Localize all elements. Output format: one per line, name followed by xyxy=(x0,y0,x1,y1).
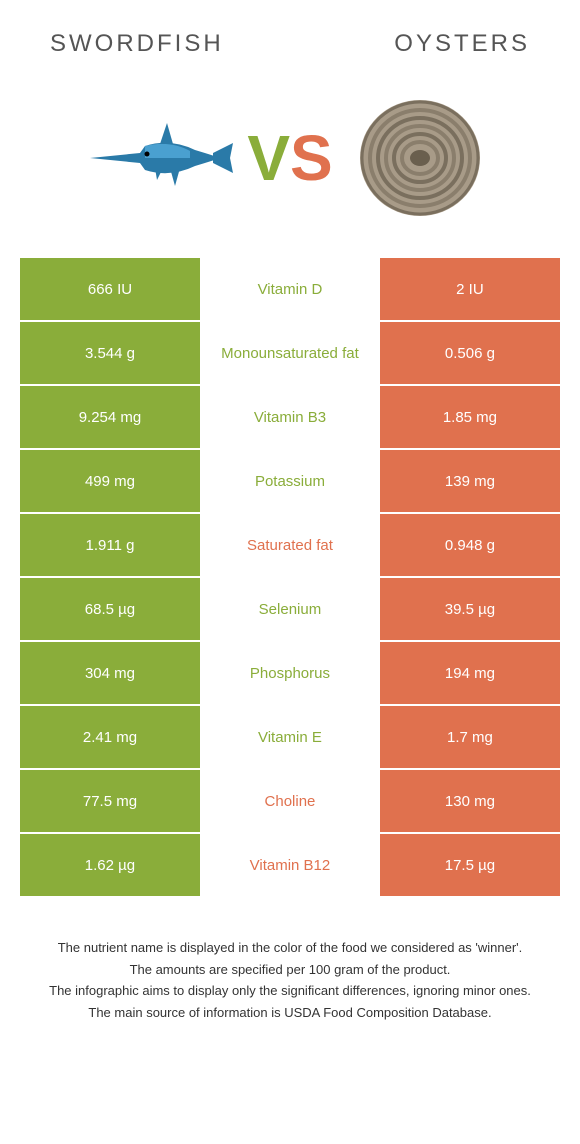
table-row: 499 mgPotassium139 mg xyxy=(20,450,560,512)
nutrient-label: Vitamin B3 xyxy=(200,386,380,448)
left-value: 68.5 µg xyxy=(20,578,200,640)
right-value: 194 mg xyxy=(380,642,560,704)
swordfish-image xyxy=(85,88,235,228)
nutrient-label: Vitamin E xyxy=(200,706,380,768)
table-row: 666 IUVitamin D2 IU xyxy=(20,258,560,320)
footer-line-2: The amounts are specified per 100 gram o… xyxy=(30,960,550,980)
footer-notes: The nutrient name is displayed in the co… xyxy=(0,898,580,1044)
nutrient-label: Choline xyxy=(200,770,380,832)
footer-line-1: The nutrient name is displayed in the co… xyxy=(30,938,550,958)
right-value: 2 IU xyxy=(380,258,560,320)
table-row: 68.5 µgSelenium39.5 µg xyxy=(20,578,560,640)
table-row: 1.62 µgVitamin B1217.5 µg xyxy=(20,834,560,896)
table-row: 9.254 mgVitamin B31.85 mg xyxy=(20,386,560,448)
right-value: 17.5 µg xyxy=(380,834,560,896)
vs-row: VS xyxy=(0,68,580,258)
left-value: 499 mg xyxy=(20,450,200,512)
table-row: 2.41 mgVitamin E1.7 mg xyxy=(20,706,560,768)
footer-line-3: The infographic aims to display only the… xyxy=(30,981,550,1001)
table-row: 304 mgPhosphorus194 mg xyxy=(20,642,560,704)
left-value: 666 IU xyxy=(20,258,200,320)
right-value: 1.7 mg xyxy=(380,706,560,768)
nutrient-table: 666 IUVitamin D2 IU3.544 gMonounsaturate… xyxy=(20,258,560,896)
nutrient-label: Vitamin B12 xyxy=(200,834,380,896)
right-value: 39.5 µg xyxy=(380,578,560,640)
footer-line-4: The main source of information is USDA F… xyxy=(30,1003,550,1023)
vs-s-letter: S xyxy=(290,122,333,194)
table-row: 3.544 gMonounsaturated fat0.506 g xyxy=(20,322,560,384)
nutrient-label: Saturated fat xyxy=(200,514,380,576)
right-value: 0.506 g xyxy=(380,322,560,384)
right-value: 130 mg xyxy=(380,770,560,832)
left-value: 1.62 µg xyxy=(20,834,200,896)
nutrient-label: Potassium xyxy=(200,450,380,512)
vs-v-letter: V xyxy=(247,122,290,194)
vs-label: VS xyxy=(245,121,335,195)
header-left-title: Swordfish xyxy=(50,30,224,58)
header-right-title: Oysters xyxy=(394,30,530,58)
nutrient-label: Vitamin D xyxy=(200,258,380,320)
right-value: 1.85 mg xyxy=(380,386,560,448)
table-row: 77.5 mgCholine130 mg xyxy=(20,770,560,832)
nutrient-label: Phosphorus xyxy=(200,642,380,704)
right-value: 0.948 g xyxy=(380,514,560,576)
table-row: 1.911 gSaturated fat0.948 g xyxy=(20,514,560,576)
left-value: 77.5 mg xyxy=(20,770,200,832)
nutrient-label: Monounsaturated fat xyxy=(200,322,380,384)
header: Swordfish Oysters xyxy=(0,0,580,68)
infographic-container: Swordfish Oysters VS xyxy=(0,0,580,1044)
nutrient-label: Selenium xyxy=(200,578,380,640)
left-value: 304 mg xyxy=(20,642,200,704)
left-value: 9.254 mg xyxy=(20,386,200,448)
left-value: 1.911 g xyxy=(20,514,200,576)
oyster-image xyxy=(345,88,495,228)
right-value: 139 mg xyxy=(380,450,560,512)
left-value: 3.544 g xyxy=(20,322,200,384)
left-value: 2.41 mg xyxy=(20,706,200,768)
